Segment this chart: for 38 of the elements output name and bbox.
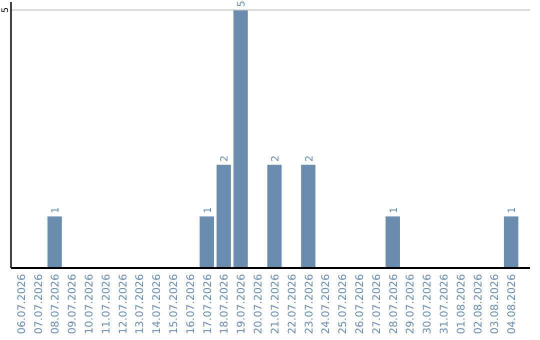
x-tick-label: 20.07.2026 [252, 274, 265, 334]
x-tick-label: 01.08.2026 [455, 274, 468, 334]
x-tick-label: 31.07.2026 [438, 274, 451, 334]
x-tick-label: 22.07.2026 [286, 274, 298, 334]
x-tick-label: 25.07.2026 [337, 274, 350, 334]
x-tick-label: 04.08.2026 [506, 274, 518, 334]
x-tick-label: 17.07.2026 [202, 274, 214, 334]
x-tick-label: 29.07.2026 [404, 274, 417, 334]
x-tick-label: 11.07.2026 [100, 274, 112, 334]
data-label: 2 [270, 155, 282, 162]
x-tick-label: 12.07.2026 [117, 274, 130, 334]
x-tick-label: 30.07.2026 [422, 274, 434, 334]
data-label: 1 [202, 207, 214, 214]
x-tick-label: 16.07.2026 [184, 274, 197, 334]
x-tick-label: 10.07.2026 [83, 274, 96, 334]
x-tick-label: 07.07.2026 [32, 274, 45, 334]
x-tick-label: 24.07.2026 [320, 274, 332, 334]
data-label: 1 [388, 207, 400, 214]
x-tick-label: 19.07.2026 [236, 274, 248, 334]
x-tick-label: 02.08.2026 [472, 274, 484, 334]
x-tick-label: 18.07.2026 [218, 274, 231, 334]
data-label: 1 [50, 207, 62, 214]
x-tick-label: 26.07.2026 [354, 274, 366, 334]
x-tick-label: 13.07.2026 [134, 274, 146, 334]
x-tick-label: 09.07.2026 [66, 274, 79, 334]
data-label: 2 [304, 155, 316, 162]
x-tick-label: 14.07.2026 [151, 274, 164, 334]
x-tick-label: 08.07.2026 [50, 274, 62, 334]
x-tick-label: 27.07.2026 [370, 274, 383, 334]
x-tick-label: 21.07.2026 [269, 274, 282, 334]
x-tick-label: 06.07.2026 [16, 274, 28, 334]
data-label: 2 [220, 155, 231, 162]
x-tick-label: 28.07.2026 [388, 274, 400, 334]
x-tick-label: 15.07.2026 [168, 274, 180, 334]
data-label: 5 [236, 0, 248, 7]
x-tick-label: 23.07.2026 [303, 274, 316, 334]
data-label: 1 [507, 207, 518, 214]
x-tick-label: 03.08.2026 [489, 274, 502, 334]
